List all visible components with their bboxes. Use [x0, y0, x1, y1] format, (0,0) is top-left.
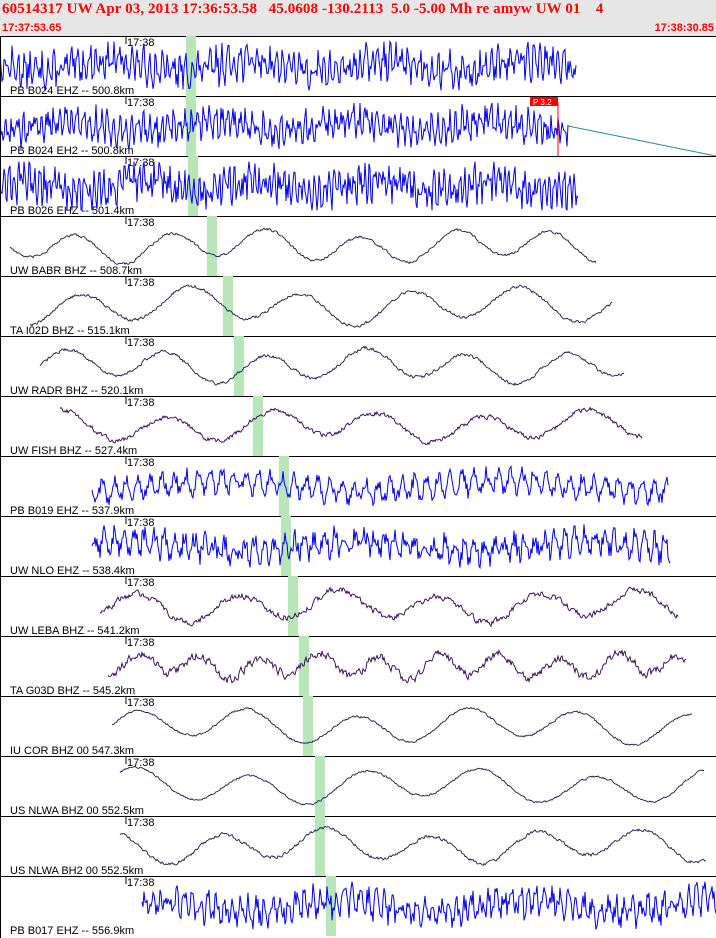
pick-flag-label: P 3.2	[533, 98, 552, 107]
trace-row[interactable]: 17:38 P 3.2 PB B024 EH2 -- 500.8km	[0, 96, 716, 157]
trace-row[interactable]: 17:38 TA I02D BHZ -- 515.1km	[0, 276, 716, 337]
trace-row[interactable]: 17:38 IU COR BHZ 00 547.3km	[0, 696, 716, 757]
waveform	[99, 586, 679, 628]
arrival-marker	[315, 756, 325, 816]
waveform	[141, 881, 716, 930]
waveform	[0, 102, 569, 150]
header-bar: 60514317 UW Apr 03, 2013 17:36:53.58 45.…	[0, 0, 716, 36]
window-start-time: 17:37:53.65	[2, 22, 62, 34]
trace-row[interactable]: 17:38 US NLWA BHZ 00 552.5km	[0, 756, 716, 817]
station-label: PB B026 EHZ -- 501.4km	[10, 205, 134, 217]
waveform	[0, 161, 579, 212]
waveform	[0, 39, 577, 91]
waveform	[119, 825, 707, 866]
minute-tick-label: 17:38	[127, 457, 155, 469]
station-label: UW RADR BHZ -- 520.1km	[10, 385, 143, 397]
waveform	[119, 765, 704, 806]
station-label: UW BABR BHZ -- 508.7km	[10, 265, 142, 277]
minute-tick-label: 17:38	[127, 217, 155, 229]
clipped-flatline	[567, 125, 716, 157]
arrival-marker	[234, 336, 244, 396]
trace-row[interactable]: 17:38 UW FISH BHZ -- 527.4km	[0, 396, 716, 457]
minute-tick-label: 17:38	[127, 697, 155, 709]
waveform	[91, 464, 669, 507]
arrival-marker	[279, 456, 289, 516]
arrival-marker	[288, 576, 298, 636]
minute-tick-label: 17:38	[127, 817, 155, 829]
station-label: US NLWA BHZ 00 552.5km	[10, 805, 144, 817]
trace-row[interactable]: 17:38 UW BABR BHZ -- 508.7km	[0, 216, 716, 277]
station-label: TA G03D BHZ -- 545.2km	[10, 685, 135, 697]
arrival-marker	[186, 36, 196, 96]
waveform	[9, 227, 597, 266]
event-title: 60514317 UW Apr 03, 2013 17:36:53.58 45.…	[2, 1, 604, 17]
pick-flag[interactable]	[530, 97, 558, 106]
minute-tick-label: 17:38	[127, 517, 155, 529]
arrival-marker	[186, 96, 196, 156]
waveform	[91, 524, 671, 569]
minute-tick-label: 17:38	[127, 37, 155, 49]
window-end-time: 17:38:30.85	[654, 22, 714, 34]
trace-row[interactable]: 17:38 PB B026 EHZ -- 501.4km	[0, 156, 716, 217]
minute-tick-label: 17:38	[127, 157, 155, 169]
station-label: UW LEBA BHZ -- 541.2km	[10, 625, 140, 637]
station-label: PB B017 EHZ -- 556.9km	[10, 925, 134, 937]
station-label: TA I02D BHZ -- 515.1km	[10, 325, 130, 337]
arrival-marker	[253, 396, 263, 456]
station-label: UW NLO EHZ -- 538.4km	[10, 565, 135, 577]
waveform	[107, 649, 687, 684]
trace-row[interactable]: 17:38 PB B024 EHZ -- 500.8km	[0, 36, 716, 97]
station-label: PB B024 EH2 -- 500.8km	[10, 145, 134, 157]
trace-row[interactable]: 17:38 UW LEBA BHZ -- 541.2km	[0, 576, 716, 637]
trace-row[interactable]: 17:38 PB B017 EHZ -- 556.9km	[0, 876, 716, 937]
trace-row[interactable]: 17:38 PB B019 EHZ -- 537.9km	[0, 456, 716, 517]
arrival-marker	[303, 696, 313, 756]
station-label: UW FISH BHZ -- 527.4km	[10, 445, 137, 457]
waveform	[29, 284, 613, 328]
waveform	[39, 345, 625, 386]
minute-tick-label: 17:38	[127, 97, 155, 109]
arrival-marker	[207, 216, 217, 276]
minute-tick-label: 17:38	[127, 397, 155, 409]
minute-tick-label: 17:38	[127, 757, 155, 769]
waveform	[59, 406, 643, 446]
station-label: PB B019 EHZ -- 537.9km	[10, 505, 134, 517]
waveform	[111, 707, 693, 746]
arrival-marker	[281, 516, 291, 576]
minute-tick-label: 17:38	[127, 337, 155, 349]
minute-tick-label: 17:38	[127, 577, 155, 589]
minute-tick-label: 17:38	[127, 877, 155, 889]
trace-row[interactable]: 17:38 TA G03D BHZ -- 545.2km	[0, 636, 716, 697]
minute-tick-label: 17:38	[127, 277, 155, 289]
arrival-marker	[315, 816, 325, 876]
station-label: US NLWA BH2 00 552.5km	[10, 865, 143, 877]
trace-row[interactable]: 17:38 UW RADR BHZ -- 520.1km	[0, 336, 716, 397]
station-label: IU COR BHZ 00 547.3km	[10, 745, 134, 757]
trace-row[interactable]: 17:38 US NLWA BH2 00 552.5km	[0, 816, 716, 877]
minute-tick-label: 17:38	[127, 637, 155, 649]
arrival-marker	[223, 276, 233, 336]
station-label: PB B024 EHZ -- 500.8km	[10, 85, 134, 97]
trace-row[interactable]: 17:38 UW NLO EHZ -- 538.4km	[0, 516, 716, 577]
